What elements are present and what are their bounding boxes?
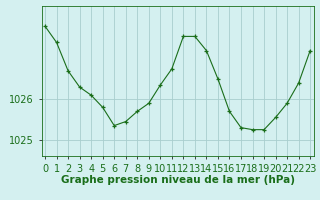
X-axis label: Graphe pression niveau de la mer (hPa): Graphe pression niveau de la mer (hPa)	[60, 175, 295, 185]
